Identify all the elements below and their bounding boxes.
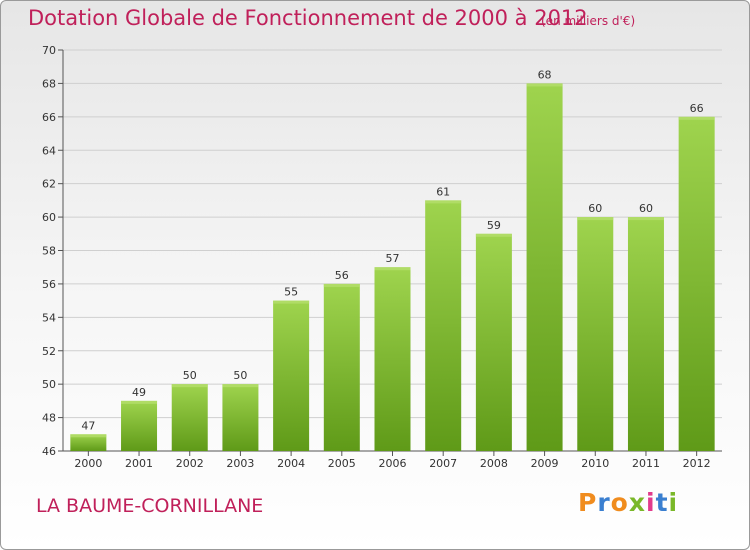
x-tick-label: 2009 bbox=[531, 457, 559, 470]
logo-letter: t bbox=[655, 488, 669, 517]
bar-highlight bbox=[121, 400, 158, 404]
y-tick-labels: 46 48 50 52 54 56 58 60 62 64 66 68 70 bbox=[42, 44, 56, 458]
x-tick-label: 2011 bbox=[632, 457, 660, 470]
data-label-2006: 57 bbox=[386, 252, 400, 265]
bar-highlight bbox=[222, 384, 259, 388]
x-tick-label: 2010 bbox=[581, 457, 609, 470]
logo-letter: i bbox=[646, 488, 656, 517]
data-labels: 47 49 50 50 55 56 57 61 59 68 60 60 66 bbox=[81, 68, 703, 432]
x-tick-label: 2012 bbox=[683, 457, 711, 470]
bar-highlight bbox=[526, 83, 563, 87]
x-tick-label: 2006 bbox=[379, 457, 407, 470]
y-tick-label: 48 bbox=[42, 412, 56, 425]
bar-highlight bbox=[627, 217, 664, 221]
logo-letter: P bbox=[578, 488, 598, 517]
bar-2003 bbox=[222, 384, 259, 451]
bar-2007 bbox=[425, 200, 462, 451]
y-tick-label: 46 bbox=[42, 445, 56, 458]
data-label-2005: 56 bbox=[335, 269, 349, 282]
bar-highlight bbox=[577, 217, 614, 221]
bar-highlight bbox=[70, 434, 107, 438]
bar-2009 bbox=[526, 83, 563, 452]
logo-letter: x bbox=[628, 488, 646, 517]
data-label-2011: 60 bbox=[639, 202, 653, 215]
chart-title: Dotation Globale de Fonctionnement de 20… bbox=[28, 6, 588, 30]
bar-highlight bbox=[678, 116, 715, 120]
x-tick-label: 2005 bbox=[328, 457, 356, 470]
bar-2004 bbox=[273, 300, 310, 451]
x-tick-label: 2007 bbox=[429, 457, 457, 470]
x-tick-label: 2001 bbox=[125, 457, 153, 470]
x-tick-label: 2002 bbox=[176, 457, 204, 470]
bar-highlight bbox=[273, 300, 310, 304]
bar-2001 bbox=[121, 400, 158, 451]
logo-letter: i bbox=[668, 488, 679, 517]
data-label-2002: 50 bbox=[183, 369, 197, 382]
y-tick-label: 62 bbox=[42, 178, 56, 191]
data-label-2008: 59 bbox=[487, 219, 501, 232]
x-tick-label: 2004 bbox=[277, 457, 305, 470]
y-tick-label: 54 bbox=[42, 311, 56, 324]
data-label-2001: 49 bbox=[132, 386, 146, 399]
data-label-2012: 66 bbox=[690, 102, 704, 115]
y-tick-label: 60 bbox=[42, 211, 56, 224]
bar-2010 bbox=[577, 217, 614, 451]
x-tick-label: 2003 bbox=[226, 457, 254, 470]
bar-2011 bbox=[627, 217, 664, 451]
x-tick-labels: 2000 2001 2002 2003 2004 2005 2006 2007 2008 2009… bbox=[74, 451, 711, 470]
y-tick-label: 56 bbox=[42, 278, 56, 291]
logo-letter: r bbox=[597, 488, 611, 517]
y-tick-label: 58 bbox=[42, 245, 56, 258]
data-label-2009: 68 bbox=[538, 68, 552, 81]
y-tick-label: 50 bbox=[42, 378, 56, 391]
bar-highlight bbox=[425, 200, 462, 204]
commune-name: LA BAUME-CORNILLANE bbox=[36, 495, 264, 517]
bar-2006 bbox=[374, 267, 411, 451]
data-label-2007: 61 bbox=[436, 185, 450, 198]
bar-2000 bbox=[70, 434, 107, 451]
y-tick-label: 64 bbox=[42, 144, 56, 157]
y-tick-label: 68 bbox=[42, 77, 56, 90]
data-label-2000: 47 bbox=[81, 419, 95, 432]
bar-2008 bbox=[475, 233, 512, 451]
bar-2005 bbox=[323, 283, 360, 451]
data-label-2010: 60 bbox=[588, 202, 602, 215]
bar-2012 bbox=[678, 116, 715, 451]
unit-label: (en milliers d'€) bbox=[541, 14, 636, 28]
data-label-2004: 55 bbox=[284, 286, 298, 299]
proxiti-logo[interactable]: Proxiti bbox=[578, 488, 678, 517]
bar-2002 bbox=[171, 384, 208, 451]
bar-highlight bbox=[323, 283, 360, 287]
y-tick-label: 66 bbox=[42, 111, 56, 124]
bar-highlight bbox=[475, 233, 512, 237]
bars bbox=[70, 83, 715, 452]
y-tick-label: 52 bbox=[42, 345, 56, 358]
y-tick-label: 70 bbox=[42, 44, 56, 57]
bar-highlight bbox=[171, 384, 208, 388]
data-label-2003: 50 bbox=[233, 369, 247, 382]
x-tick-label: 2000 bbox=[74, 457, 102, 470]
bar-highlight bbox=[374, 267, 411, 271]
x-tick-label: 2008 bbox=[480, 457, 508, 470]
logo-letter: o bbox=[610, 488, 629, 517]
